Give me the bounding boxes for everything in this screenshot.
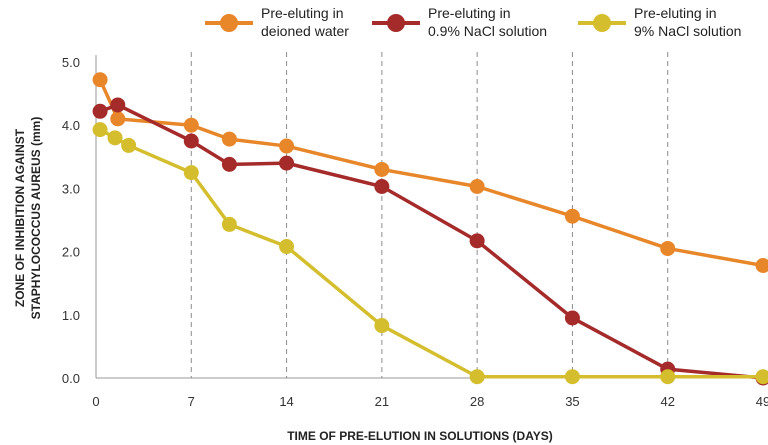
- y-tick-labels: 0.0 1.0 2.0 3.0 4.0 5.0: [62, 55, 80, 386]
- legend-label-line-2: 9% NaCl solution: [634, 23, 741, 39]
- legend-swatch-marker: [593, 14, 611, 32]
- legend-label-line-1: Pre-eluting in: [261, 5, 344, 21]
- data-point: [107, 130, 123, 146]
- legend: Pre-eluting in deioned water Pre-eluting…: [205, 5, 741, 39]
- data-point: [221, 131, 237, 147]
- legend-item-9-nacl: Pre-eluting in 9% NaCl solution: [578, 5, 741, 39]
- y-tick-label: 4.0: [62, 118, 80, 133]
- series-2: [92, 122, 768, 385]
- data-point: [374, 318, 390, 334]
- y-tick-label: 1.0: [62, 308, 80, 323]
- data-point: [92, 103, 108, 119]
- data-point: [564, 310, 580, 326]
- legend-item-0-9-nacl: Pre-eluting in 0.9% NaCl solution: [372, 5, 547, 39]
- series-lines: [92, 72, 768, 386]
- data-point: [755, 258, 768, 274]
- y-axis-title-line-2: STAPHYLOCOCCUS AUREUS (mm): [29, 117, 43, 320]
- data-point: [374, 161, 390, 177]
- series-line: [99, 103, 764, 380]
- x-tick-label: 7: [188, 394, 195, 409]
- data-point: [183, 117, 199, 133]
- data-point: [221, 156, 237, 172]
- data-point: [374, 179, 390, 195]
- data-point: [121, 137, 137, 153]
- data-point: [183, 165, 199, 181]
- data-point: [92, 72, 108, 88]
- y-tick-label: 3.0: [62, 181, 80, 196]
- data-point: [660, 369, 676, 385]
- data-point: [183, 133, 199, 149]
- data-point: [564, 208, 580, 224]
- data-point: [469, 369, 485, 385]
- data-point: [660, 240, 676, 256]
- legend-label-line-2: deioned water: [261, 23, 349, 39]
- series-0: [92, 72, 768, 274]
- y-axis-title-line-1: ZONE OF INHIBITION AGAINST: [13, 128, 27, 307]
- legend-label-line-1: Pre-eluting in: [428, 5, 511, 21]
- x-tick-label: 28: [470, 394, 484, 409]
- x-tick-label: 14: [279, 394, 293, 409]
- data-point: [110, 111, 126, 127]
- data-point: [564, 369, 580, 385]
- legend-swatch-marker: [220, 14, 238, 32]
- series-1: [92, 97, 768, 386]
- y-tick-label: 2.0: [62, 245, 80, 260]
- x-tick-label: 21: [375, 394, 389, 409]
- x-tick-label: 0: [92, 394, 99, 409]
- series-line: [98, 78, 764, 268]
- data-point: [279, 155, 295, 171]
- x-tick-labels: 0 7 14 21 28 35 42 49: [92, 394, 768, 409]
- data-point: [279, 138, 295, 154]
- x-axis-title: TIME OF PRE-ELUTION IN SOLUTIONS (DAYS): [287, 429, 553, 443]
- data-point: [279, 239, 295, 255]
- y-tick-label: 5.0: [62, 55, 80, 70]
- legend-swatch-marker: [387, 14, 405, 32]
- x-tick-label: 49: [756, 394, 768, 409]
- legend-label-line-1: Pre-eluting in: [634, 5, 717, 21]
- x-tick-label: 42: [660, 394, 674, 409]
- legend-item-deionized-water: Pre-eluting in deioned water: [205, 5, 349, 39]
- data-point: [755, 369, 768, 385]
- data-point: [110, 97, 126, 113]
- data-point: [469, 233, 485, 249]
- y-tick-label: 0.0: [62, 371, 80, 386]
- legend-label-line-2: 0.9% NaCl solution: [428, 23, 547, 39]
- data-point: [221, 216, 237, 232]
- data-point: [92, 122, 108, 138]
- x-tick-label: 35: [565, 394, 579, 409]
- axes: [95, 55, 763, 379]
- data-point: [469, 179, 485, 195]
